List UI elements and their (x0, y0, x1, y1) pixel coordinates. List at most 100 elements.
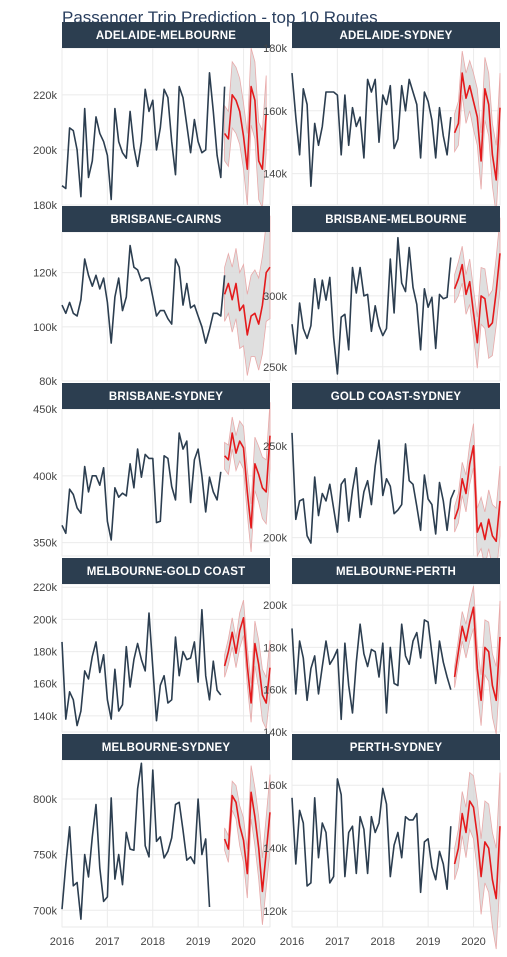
panel-strip (62, 734, 270, 760)
y-tick-label: 140k (33, 711, 57, 723)
forecast-line (453, 253, 501, 344)
y-tick-label: 350k (33, 538, 57, 550)
y-tick-label: 140k (263, 843, 287, 855)
panel-strip (292, 383, 500, 409)
panel-title: BRISBANE-SYDNEY (109, 391, 223, 403)
y-tick-label: 120k (263, 906, 287, 918)
history-line (291, 432, 456, 544)
panel-adelaide-sydney: 140k 160k 180k ADELAIDE-SYDNEY (263, 22, 501, 215)
panel-strip (62, 558, 270, 584)
x-axes: 2016 2017 2018 2019 2020 2016 2017 2018 2019 2020 (50, 936, 486, 948)
y-tick-label: 180k (263, 642, 287, 654)
x-tick-label: 2016 (280, 936, 304, 948)
history-line (61, 608, 222, 727)
panel-title: MELBOURNE-GOLD COAST (87, 566, 246, 578)
panel-strip (62, 206, 270, 232)
forecast-line (453, 606, 501, 702)
history-line (291, 778, 452, 894)
y-tick-label: 180k (263, 43, 287, 55)
plot-area (61, 759, 271, 928)
panel-title: BRISBANE-MELBOURNE (325, 214, 467, 226)
forecast-line (224, 432, 271, 529)
history-line (61, 432, 222, 541)
x-tick-label: 2017 (95, 936, 119, 948)
y-tick-label: 160k (33, 679, 57, 691)
x-tick-label: 2019 (186, 936, 210, 948)
confidence-band (224, 47, 267, 208)
history-line (61, 72, 226, 201)
forecast-line (223, 617, 271, 704)
y-tick-label: 250k (263, 362, 287, 374)
x-tick-label: 2019 (416, 936, 440, 948)
confidence-band (454, 771, 501, 950)
panel-strip (292, 558, 500, 584)
panel-strip (292, 206, 500, 232)
panel-strip (62, 22, 270, 48)
history-line (291, 236, 452, 375)
y-tick-label: 160k (263, 106, 287, 118)
panel-brisbane-cairns: 80k 100k 120k BRISBANE-CAIRNS (33, 206, 271, 388)
forecast-line (223, 85, 267, 170)
panel-brisbane-sydney: 350k 400k 450k BRISBANE-SYDNEY (33, 383, 271, 557)
panel-title: ADELAIDE-SYDNEY (340, 30, 453, 42)
panel-strip (292, 734, 500, 760)
confidence-band (454, 423, 501, 576)
x-tick-label: 2016 (50, 936, 74, 948)
x-tick-label: 2018 (371, 936, 395, 948)
panel-melbourne-sydney: 700k 750k 800k MELBOURNE-SYDNEY (33, 734, 271, 928)
confidence-band (224, 215, 271, 376)
y-tick-label: 80k (39, 376, 57, 388)
y-tick-label: 160k (263, 780, 287, 792)
forecast-line (223, 266, 271, 336)
y-tick-label: 200k (263, 533, 287, 545)
panel-title: GOLD COAST-SYDNEY (331, 391, 462, 403)
forecast-line (453, 445, 501, 543)
forecast-line (223, 791, 271, 893)
y-tick-label: 220k (33, 582, 57, 594)
panel-adelaide-melbourne: 180k 200k 220k ADELAIDE-MELBOURNE (33, 22, 271, 212)
y-tick-label: 120k (33, 268, 57, 280)
history-line (61, 762, 211, 920)
confidence-band (454, 51, 501, 215)
y-tick-label: 180k (33, 200, 57, 212)
panel-title: BRISBANE-CAIRNS (111, 214, 222, 226)
plot-area (61, 583, 271, 733)
y-tick-label: 200k (33, 614, 57, 626)
panel-title: MELBOURNE-SYDNEY (102, 742, 231, 754)
panel-strip (292, 22, 500, 48)
panel-title: ADELAIDE-MELBOURNE (96, 30, 236, 42)
panel-title: MELBOURNE-PERTH (336, 566, 456, 578)
y-tick-label: 450k (33, 404, 57, 416)
panel-perth-sydney: 120k 140k 160k PERTH-SYDNEY (263, 734, 501, 950)
panel-gold-coast-sydney: 200k 250k GOLD COAST-SYDNEY (263, 383, 501, 576)
y-tick-label: 400k (33, 471, 57, 483)
panel-brisbane-melbourne: 250k 300k BRISBANE-MELBOURNE (263, 206, 501, 382)
y-tick-label: 200k (263, 600, 287, 612)
y-tick-label: 200k (33, 145, 57, 157)
forecast-line (453, 72, 501, 181)
history-line (61, 244, 226, 344)
panels-grid: 180k200k220kADELAIDE-MELBOURNE140k160k18… (33, 22, 501, 950)
forecast-line (453, 800, 501, 900)
x-tick-label: 2020 (231, 936, 255, 948)
y-tick-label: 800k (33, 794, 57, 806)
panel-strip (62, 383, 270, 409)
confidence-band (224, 402, 271, 553)
x-tick-label: 2018 (141, 936, 165, 948)
panel-title: PERTH-SYDNEY (350, 742, 443, 754)
y-tick-label: 180k (33, 647, 57, 659)
y-tick-label: 100k (33, 322, 57, 334)
y-tick-label: 300k (263, 291, 287, 303)
confidence-band (454, 217, 501, 369)
y-tick-label: 140k (263, 169, 287, 181)
plot-area (291, 583, 501, 733)
y-tick-label: 750k (33, 850, 57, 862)
panel-melbourne-gold-coast: 140k 160k 180k 200k 220k MELBOURNE-GOLD COAST (33, 558, 271, 733)
history-line (291, 73, 452, 187)
y-tick-label: 700k (33, 905, 57, 917)
x-tick-label: 2020 (461, 936, 485, 948)
y-tick-label: 250k (263, 441, 287, 453)
y-tick-label: 220k (33, 90, 57, 102)
